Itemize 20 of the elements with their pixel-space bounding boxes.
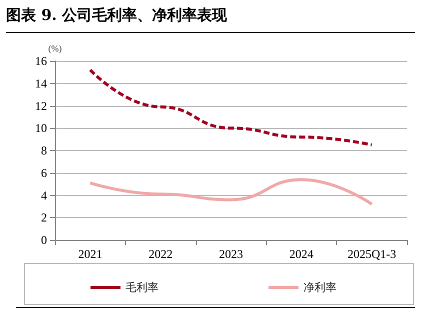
y-axis-title: (%) bbox=[48, 44, 62, 54]
y-tick-label: 2 bbox=[41, 210, 47, 225]
y-tick-label: 14 bbox=[35, 76, 47, 90]
x-tick-label: 2024 bbox=[289, 247, 314, 261]
y-tick-label: 6 bbox=[41, 166, 47, 180]
x-tick-label: 2025Q1-3 bbox=[347, 247, 396, 261]
line-series bbox=[88, 178, 374, 206]
y-tick-label: 12 bbox=[35, 98, 47, 113]
line-series bbox=[88, 68, 374, 146]
y-tick-label: 0 bbox=[41, 233, 47, 247]
y-tick-label: 16 bbox=[35, 54, 47, 68]
y-tick-label: 4 bbox=[41, 188, 47, 202]
y-tick-label: 10 bbox=[35, 121, 47, 136]
legend-label: 毛利率 bbox=[126, 281, 158, 294]
y-tick-label: 8 bbox=[41, 144, 47, 158]
chart-title: 图表 9. 公司毛利率、净利率表现 bbox=[6, 6, 228, 25]
legend-label: 净利率 bbox=[304, 281, 336, 294]
x-tick-label: 2023 bbox=[219, 247, 243, 261]
x-tick-label: 2022 bbox=[148, 247, 173, 261]
x-tick-label: 2021 bbox=[78, 247, 102, 261]
